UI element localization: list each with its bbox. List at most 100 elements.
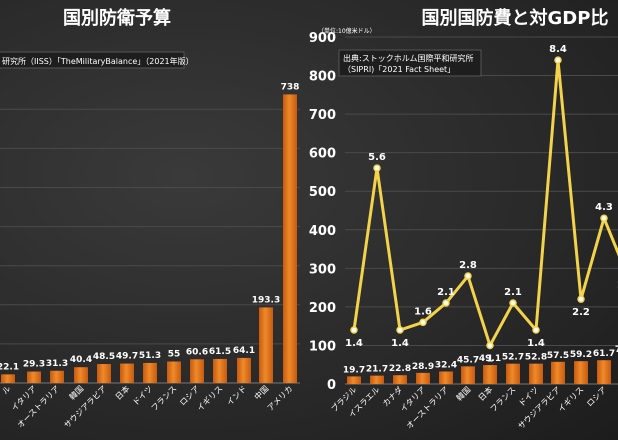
left-category-label-9: イギリス [195, 384, 224, 413]
right-bar-6 [483, 365, 497, 384]
left-value-label-5: 49.7 [116, 352, 138, 362]
left-bar-3 [74, 367, 88, 383]
right-category-label-10: イギリス [556, 385, 585, 414]
right-ytick-1: 100 [309, 339, 336, 354]
left-category-label-5: 日本 [113, 383, 131, 401]
right-value-label-9: 57.5 [547, 351, 569, 361]
right-bar-2 [393, 375, 407, 384]
right-value-label-1: 21.7 [366, 365, 388, 375]
left-category-label-2: オーストラリア [16, 384, 62, 430]
left-bar-5 [120, 363, 134, 383]
right-ytick-9: 900 [309, 31, 336, 46]
left-category-label-4: サウジアラビア [62, 384, 108, 430]
left-bar-1 [27, 371, 41, 383]
right-ytick-4: 400 [309, 224, 336, 239]
left-category-label-12: アメリカ [266, 384, 295, 413]
left-value-label-11: 193.3 [252, 295, 280, 305]
left-value-label-10: 64.1 [233, 346, 255, 356]
right-value-label-2: 22.8 [389, 364, 411, 374]
right-bar-5 [461, 366, 475, 384]
right-source-line-0: 出典:ストックホルム国際平和研究所 [343, 53, 474, 63]
right-unit-label: （単位:10億米ドル） [318, 27, 376, 35]
left-category-label-3: 韓国 [67, 383, 85, 401]
right-value-label-4: 32.4 [435, 361, 457, 371]
gdp-point-11 [600, 214, 608, 222]
left-value-label-9: 61.5 [209, 347, 231, 357]
gdp-label-9: 8.4 [549, 44, 567, 55]
left-category-label-11: 中国 [252, 383, 270, 401]
right-value-label-11: 61.7 [593, 349, 615, 359]
gdp-point-8 [532, 326, 540, 334]
right-bar-11 [597, 360, 611, 384]
left-source-note: 研究所（IISS）「TheMilitaryBalance」（2021年版） [2, 56, 194, 66]
left-bar-4 [97, 364, 111, 383]
left-value-label-2: 31.3 [46, 359, 68, 369]
right-ytick-2: 200 [309, 301, 336, 316]
right-value-label-12: 72.9 [615, 345, 618, 355]
left-bar-7 [167, 361, 181, 383]
left-bar-9 [213, 358, 227, 383]
right-source-box [338, 49, 482, 77]
gdp-point-9 [554, 56, 562, 64]
gdp-point-5 [464, 272, 472, 280]
right-category-label-7: フランス [489, 385, 518, 414]
left-value-label-4: 48.5 [93, 352, 115, 362]
right-ytick-6: 600 [309, 147, 336, 162]
gdp-point-7 [509, 299, 517, 307]
right-value-label-8: 52.8 [525, 353, 547, 363]
right-category-label-4: オーストラリア [405, 385, 451, 431]
right-ytick-3: 300 [309, 262, 336, 277]
left-bar-6 [143, 362, 157, 383]
gdp-point-2 [396, 326, 404, 334]
left-category-label-10: インド [225, 384, 248, 407]
left-bar-11 [259, 307, 273, 383]
left-category-label-7: フランス [150, 384, 179, 413]
gdp-label-3: 1.6 [414, 306, 432, 317]
left-bar-8 [190, 359, 204, 383]
left-value-label-3: 40.4 [70, 355, 92, 365]
left-bar-10 [237, 357, 251, 383]
right-ytick-0: 0 [327, 378, 336, 393]
left-value-label-7: 55 [168, 349, 181, 359]
gdp-label-4: 2.1 [437, 287, 455, 298]
right-bar-9 [551, 361, 565, 384]
gdp-label-10: 2.2 [572, 307, 590, 318]
gdp-label-8: 1.4 [527, 338, 545, 349]
gdp-ratio-line [352, 58, 618, 347]
right-bar-0 [347, 376, 361, 384]
gdp-point-1 [373, 164, 381, 172]
left-bar-0 [1, 374, 15, 383]
gdp-point-3 [419, 318, 427, 327]
gdp-label-6: 1 [487, 353, 494, 364]
right-bar-4 [439, 371, 453, 384]
right-category-label-6: 日本 [476, 384, 494, 402]
right-source-line-1: （SIPRI)「2021 Fact Sheet」 [343, 65, 455, 74]
gdp-label-7: 2.1 [504, 287, 522, 298]
left-chart-title: 国別防衛予算 [63, 7, 171, 29]
right-category-label-5: 韓国 [454, 384, 472, 402]
right-ytick-7: 700 [309, 108, 336, 123]
right-value-label-10: 59.2 [570, 350, 592, 360]
gdp-label-11: 4.3 [595, 202, 613, 213]
gdp-point-10 [577, 295, 585, 303]
right-category-label-11: ロシア [585, 385, 608, 408]
left-value-label-1: 29.3 [23, 360, 45, 370]
right-bar-3 [416, 372, 430, 384]
right-bar-8 [529, 363, 543, 384]
right-value-label-0: 19.7 [343, 365, 365, 375]
right-value-label-6: 49.1 [479, 354, 501, 364]
right-value-label-7: 52.7 [502, 353, 524, 363]
gdp-point-4 [442, 299, 450, 307]
right-chart-title: 国別国防費と対GDP比 [422, 7, 609, 29]
right-value-label-3: 28.9 [412, 362, 434, 372]
left-value-label-8: 60.6 [186, 347, 208, 357]
gdp-point-0 [350, 326, 358, 334]
gdp-label-2: 1.4 [391, 338, 409, 349]
right-value-label-5: 45.7 [457, 355, 479, 365]
right-bar-1 [370, 375, 384, 384]
right-ytick-8: 800 [309, 70, 336, 85]
left-bar-12 [283, 94, 297, 383]
left-value-label-12: 738 [281, 82, 300, 92]
